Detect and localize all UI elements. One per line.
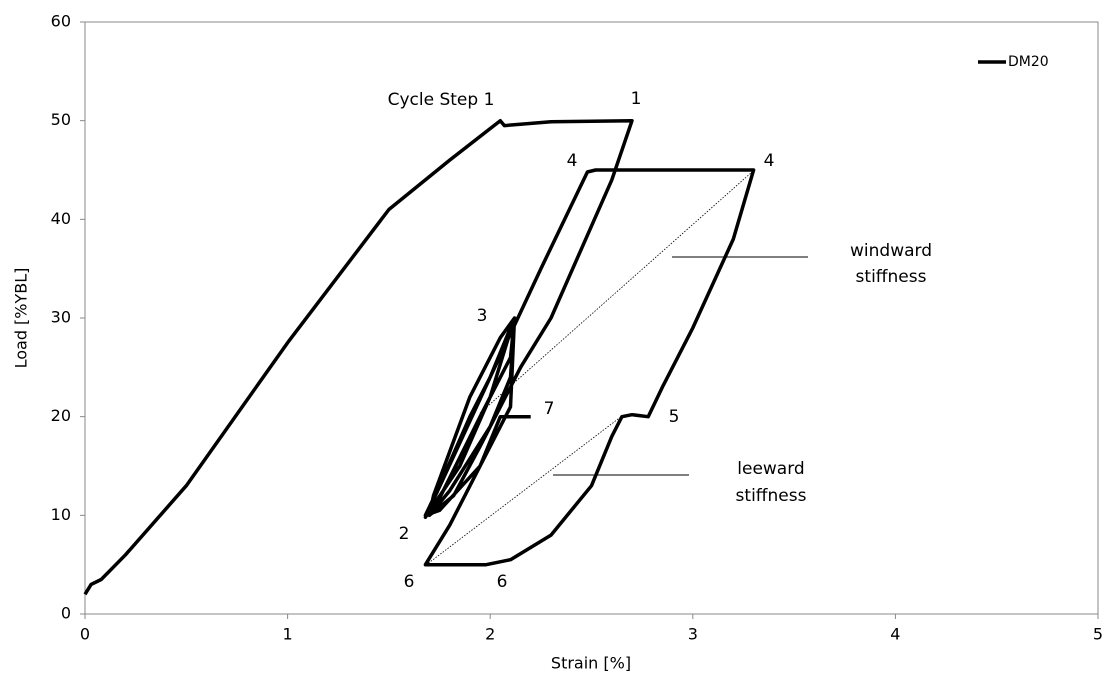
data-line [83,118,756,596]
annotation: Cycle Step 1 [388,90,495,110]
annotation: windward [850,241,932,261]
annotation: 7 [544,399,555,419]
annotation: stiffness [856,267,927,287]
annotation: 3 [477,306,488,326]
x-axis-title: Strain [%] [551,654,631,673]
y-axis-title: Load [%YBL] [12,268,31,369]
leeward-stiffness-line [425,415,623,566]
windward-stiffness-line [479,171,753,414]
annotation: 4 [764,151,775,171]
annotation: 6 [497,572,508,592]
plot-frame [84,21,1099,615]
y-tick-label: 20 [51,406,71,425]
x-tick-label: 2 [485,625,495,644]
annotation: stiffness [736,486,807,506]
annotation: 5 [669,407,680,427]
annotation: leeward [737,459,804,479]
annotation: 2 [399,524,410,544]
annotation: 4 [567,151,578,171]
x-tick-label: 1 [283,625,293,644]
y-tick-label: 50 [51,110,71,129]
y-tick-label: 10 [51,505,71,524]
legend-label: DM20 [1008,54,1049,70]
annotation: 6 [404,572,415,592]
x-tick-label: 0 [80,625,90,644]
y-tick-label: 60 [51,12,71,31]
y-tick-label: 40 [51,209,71,228]
y-tick-label: 0 [61,604,71,623]
x-tick-label: 4 [890,625,900,644]
x-tick-label: 3 [688,625,698,644]
x-tick-label: 5 [1093,625,1103,644]
annotation: 1 [631,89,642,109]
y-tick-label: 30 [51,308,71,327]
